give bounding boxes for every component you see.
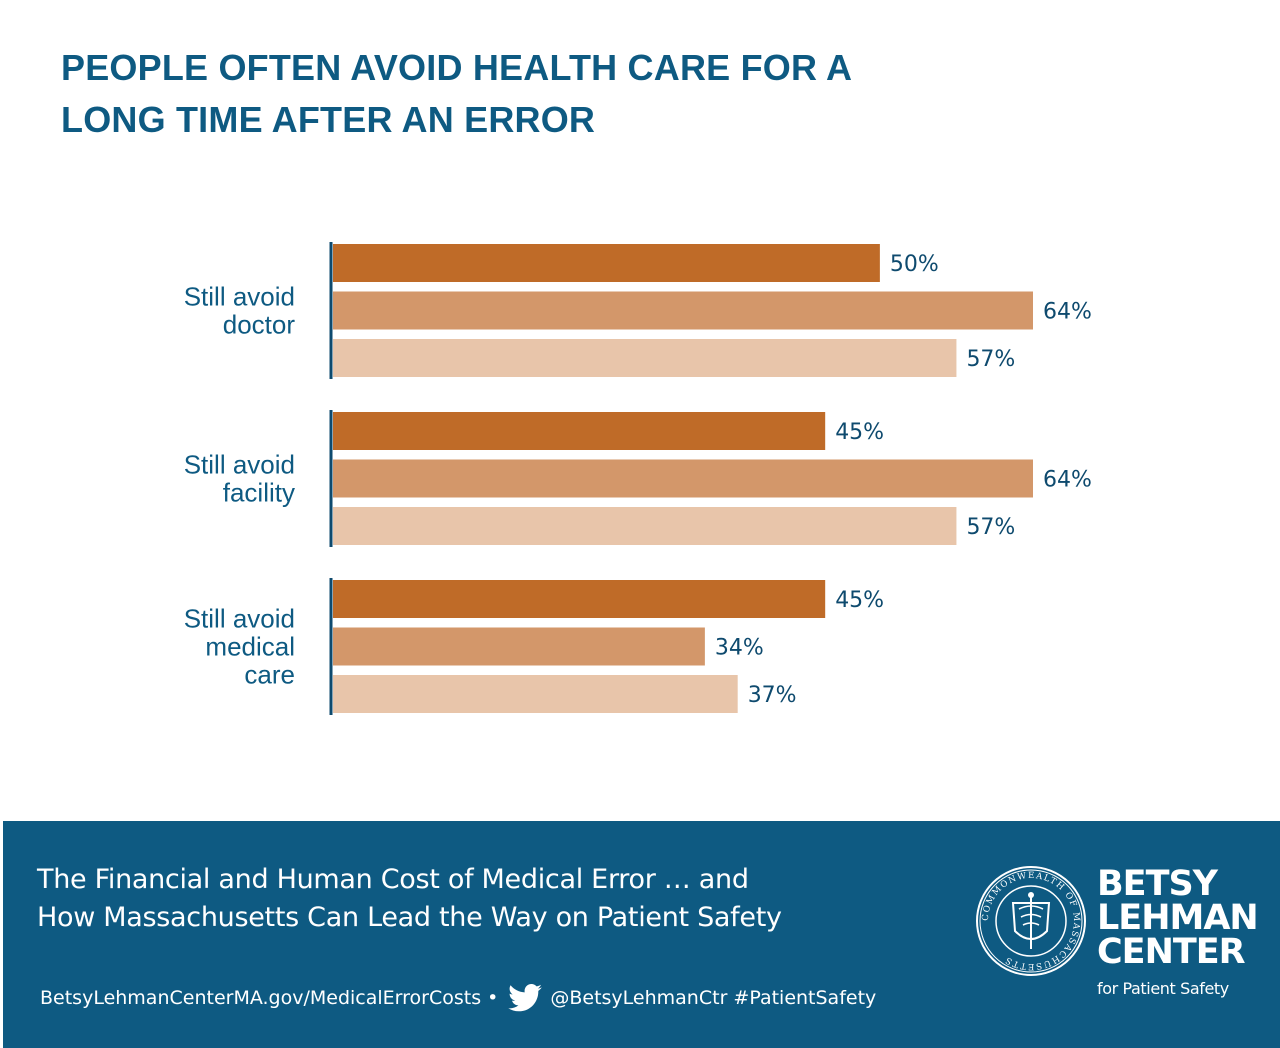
brand-line1: BETSY xyxy=(1097,864,1218,904)
data-label: 64% xyxy=(1043,468,1092,493)
bar xyxy=(333,627,705,666)
data-label: 50% xyxy=(890,252,939,277)
chart-title-line2: LONG TIME AFTER AN ERROR xyxy=(61,99,596,140)
brand-tagline: for Patient Safety xyxy=(1097,979,1229,998)
brand-logo: BETSY LEHMAN CENTER for Patient Safety xyxy=(1097,864,1259,999)
data-label: 45% xyxy=(835,588,884,613)
website-link[interactable]: BetsyLehmanCenterMA.gov/MedicalErrorCost… xyxy=(40,987,499,1009)
category-label: Still avoid xyxy=(184,450,295,480)
bar xyxy=(333,580,826,618)
chart-title: PEOPLE OFTEN AVOID HEALTH CARE FOR A LON… xyxy=(61,42,961,146)
footer-banner: The Financial and Human Cost of Medical … xyxy=(3,821,1280,1048)
social-handle[interactable]: @BetsyLehmanCtr #PatientSafety xyxy=(550,987,877,1009)
bar xyxy=(333,507,957,545)
footer-links: BetsyLehmanCenterMA.gov/MedicalErrorCost… xyxy=(40,984,876,1012)
category-label: Still avoid xyxy=(184,604,295,634)
category-label: Still avoid xyxy=(184,282,295,312)
bar xyxy=(333,459,1033,498)
data-label: 64% xyxy=(1043,300,1092,325)
report-title: The Financial and Human Cost of Medical … xyxy=(37,861,782,937)
category-label: doctor xyxy=(223,310,296,340)
bar xyxy=(333,339,957,377)
data-label: 37% xyxy=(748,683,797,708)
bar xyxy=(333,244,880,282)
massachusetts-seal-icon: COMMONWEALTH OF MASSACHUSETTS xyxy=(976,866,1086,976)
brand-line3: CENTER xyxy=(1097,932,1246,972)
data-label: 57% xyxy=(966,347,1015,372)
bar xyxy=(333,412,826,450)
report-title-line1: The Financial and Human Cost of Medical … xyxy=(37,864,749,895)
report-title-line2: How Massachusetts Can Lead the Way on Pa… xyxy=(37,902,782,933)
twitter-bird-icon[interactable] xyxy=(508,984,543,1012)
chart-title-line1: PEOPLE OFTEN AVOID HEALTH CARE FOR A xyxy=(61,47,853,88)
bar xyxy=(333,675,738,713)
data-label: 57% xyxy=(966,515,1015,540)
brand-line2: LEHMAN xyxy=(1097,898,1259,938)
data-label: 45% xyxy=(835,420,884,445)
category-label: care xyxy=(244,660,295,690)
category-label: medical xyxy=(205,632,295,662)
bar xyxy=(333,291,1033,330)
data-label: 34% xyxy=(715,636,764,661)
category-label: facility xyxy=(223,478,295,508)
